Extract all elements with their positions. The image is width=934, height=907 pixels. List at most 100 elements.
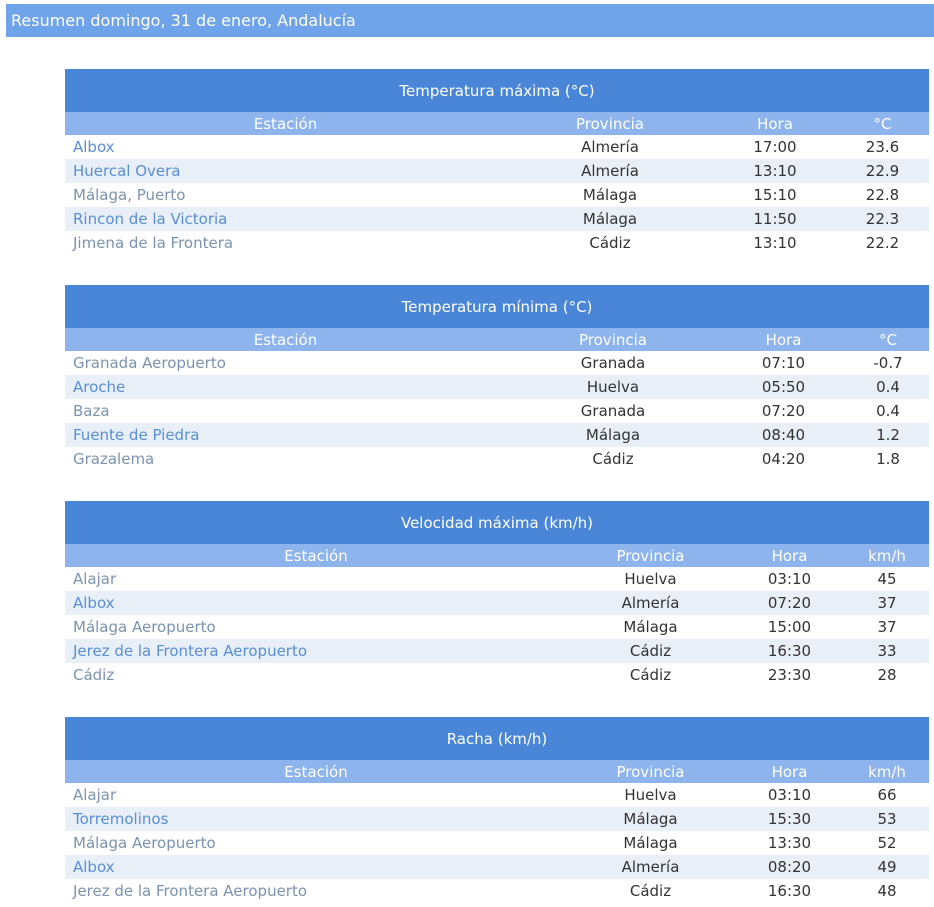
column-header-provincia: Provincia — [567, 544, 734, 567]
column-header-valor: km/h — [845, 544, 930, 567]
table-racha: Racha (km/h) Estación Provincia Hora km/… — [65, 717, 929, 903]
time-cell: 03:10 — [767, 570, 812, 588]
province-cell: Málaga — [623, 618, 678, 636]
page-title: Resumen domingo, 31 de enero, Andalucía — [6, 4, 934, 37]
table-row: Aroche Huelva 05:50 0.4 — [65, 375, 930, 399]
time-cell: 17:00 — [753, 138, 797, 156]
station-link[interactable]: Grazalema — [73, 450, 155, 468]
station-link[interactable]: Jerez de la Frontera Aeropuerto — [65, 639, 567, 663]
table-row: Albox Almería 07:20 37 — [65, 591, 930, 615]
value-cell: 1.2 — [847, 423, 930, 447]
value-cell: 33 — [845, 639, 930, 663]
table-title: Temperatura máxima (°C) — [65, 69, 929, 112]
station-link[interactable]: Albox — [65, 855, 567, 879]
value-cell: 52 — [877, 834, 897, 852]
value-cell: 0.4 — [876, 402, 900, 420]
station-link[interactable]: Málaga Aeropuerto — [73, 618, 216, 636]
table-velocidad-maxima: Velocidad máxima (km/h) Estación Provinc… — [65, 501, 930, 687]
time-cell: 13:30 — [767, 834, 812, 852]
value-cell: 53 — [845, 807, 929, 831]
time-cell: 11:50 — [714, 207, 836, 231]
table-row: Málaga Aeropuerto Málaga 15:00 37 — [65, 615, 929, 639]
value-cell: 22.3 — [836, 207, 929, 231]
province-cell: Cádiz — [567, 639, 734, 663]
table-row: Málaga, Puerto Málaga 15:10 22.8 — [65, 183, 929, 207]
value-cell: 0.4 — [847, 375, 930, 399]
station-link[interactable]: Rincon de la Victoria — [65, 207, 506, 231]
value-cell: 28 — [877, 666, 897, 684]
column-header-hora: Hora — [720, 328, 847, 351]
table-row: Albox Almería 17:00 23.6 — [65, 135, 929, 159]
station-link[interactable]: Baza — [73, 402, 110, 420]
value-cell: 45 — [877, 570, 897, 588]
station-link[interactable]: Albox — [65, 591, 567, 615]
station-link[interactable]: Torremolinos — [65, 807, 567, 831]
table-row: Málaga Aeropuerto Málaga 13:30 52 — [65, 831, 929, 855]
table-row: Huercal Overa Almería 13:10 22.9 — [65, 159, 929, 183]
time-cell: 13:10 — [753, 234, 797, 252]
column-header-valor: °C — [847, 328, 930, 351]
station-link[interactable]: Málaga Aeropuerto — [73, 834, 216, 852]
time-cell: 04:20 — [761, 450, 806, 468]
table-row: Jerez de la Frontera Aeropuerto Cádiz 16… — [65, 639, 930, 663]
column-header-valor: km/h — [845, 760, 929, 783]
table-title: Velocidad máxima (km/h) — [65, 501, 930, 544]
table-temperatura-maxima: Temperatura máxima (°C) Estación Provinc… — [65, 69, 929, 255]
table-row: Alajar Huelva 03:10 45 — [65, 567, 929, 591]
table-row: Cádiz Cádiz 23:30 28 — [65, 663, 929, 687]
table-row: Jimena de la Frontera Cádiz 13:10 22.2 — [65, 231, 929, 255]
province-cell: Huelva — [624, 786, 677, 804]
station-link[interactable]: Jimena de la Frontera — [73, 234, 234, 252]
value-cell: 22.9 — [836, 159, 929, 183]
station-link[interactable]: Fuente de Piedra — [65, 423, 506, 447]
province-cell: Huelva — [506, 375, 720, 399]
column-header-hora: Hora — [714, 112, 836, 135]
table-row: Grazalema Cádiz 04:20 1.8 — [65, 447, 929, 471]
station-link[interactable]: Alajar — [73, 786, 117, 804]
province-cell: Almería — [506, 159, 714, 183]
column-header-estacion: Estación — [65, 112, 506, 135]
station-link[interactable]: Granada Aeropuerto — [73, 354, 226, 372]
column-header-valor: °C — [836, 112, 929, 135]
time-cell: 13:10 — [714, 159, 836, 183]
time-cell: 07:20 — [734, 591, 845, 615]
time-cell: 05:50 — [720, 375, 847, 399]
table-row: Baza Granada 07:20 0.4 — [65, 399, 929, 423]
table-title: Temperatura mínima (°C) — [65, 285, 930, 328]
value-cell: 49 — [845, 855, 929, 879]
time-cell: 08:20 — [734, 855, 845, 879]
station-link[interactable]: Aroche — [65, 375, 506, 399]
column-header-estacion: Estación — [65, 328, 506, 351]
station-link[interactable]: Málaga, Puerto — [73, 186, 186, 204]
province-cell: Málaga — [567, 807, 734, 831]
station-link[interactable]: Alajar — [73, 570, 117, 588]
time-cell: 15:10 — [753, 186, 797, 204]
province-cell: Cádiz — [589, 234, 631, 252]
time-cell: 23:30 — [767, 666, 812, 684]
province-cell: Granada — [580, 402, 646, 420]
station-link[interactable]: Jerez de la Frontera Aeropuerto — [73, 882, 308, 900]
time-cell: 15:00 — [767, 618, 812, 636]
column-header-provincia: Provincia — [506, 112, 714, 135]
table-row: Rincon de la Victoria Málaga 11:50 22.3 — [65, 207, 929, 231]
station-link[interactable]: Albox — [73, 138, 115, 156]
value-cell: 23.6 — [865, 138, 900, 156]
table-title: Racha (km/h) — [65, 717, 929, 760]
province-cell: Granada — [580, 354, 646, 372]
column-header-estacion: Estación — [65, 544, 567, 567]
province-cell: Cádiz — [592, 450, 634, 468]
table-row: Fuente de Piedra Málaga 08:40 1.2 — [65, 423, 930, 447]
province-cell: Huelva — [624, 570, 677, 588]
time-cell: 07:20 — [761, 402, 806, 420]
station-link[interactable]: Huercal Overa — [65, 159, 506, 183]
time-cell: 08:40 — [720, 423, 847, 447]
province-cell: Málaga — [506, 207, 714, 231]
province-cell: Cádiz — [629, 882, 672, 900]
station-link[interactable]: Cádiz — [73, 666, 115, 684]
time-cell: 07:10 — [761, 354, 806, 372]
value-cell: 22.2 — [865, 234, 900, 252]
table-row: Granada Aeropuerto Granada 07:10 -0.7 — [65, 351, 929, 375]
time-cell: 16:30 — [734, 639, 845, 663]
province-cell: Málaga — [623, 834, 678, 852]
column-header-estacion: Estación — [65, 760, 567, 783]
